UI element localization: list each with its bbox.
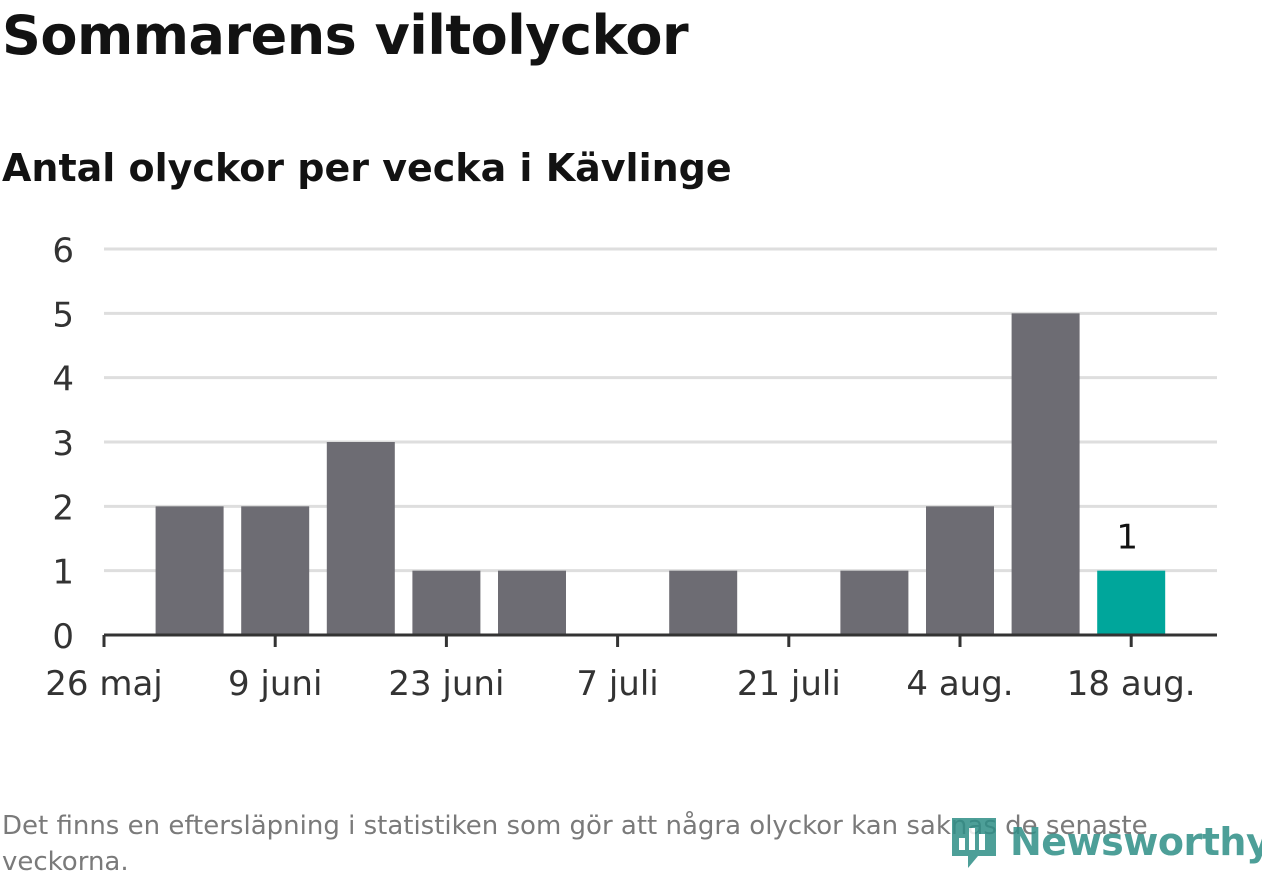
x-tick-label: 7 juli xyxy=(576,664,658,704)
logo-text: Newsworthy xyxy=(1010,820,1262,864)
y-tick-label: 2 xyxy=(52,488,74,528)
chart-bubble-icon xyxy=(952,818,996,868)
bar-11-aug- xyxy=(1011,313,1080,635)
data-labels: 1 xyxy=(1116,518,1138,558)
x-tick-label: 9 juni xyxy=(228,664,322,704)
y-tick-label: 0 xyxy=(52,617,74,657)
newsworthy-logo: Newsworthy xyxy=(948,814,1262,870)
bar-28-juli xyxy=(840,570,909,635)
chart-title: Sommarens viltolyckor xyxy=(2,4,689,67)
y-tick-label: 5 xyxy=(52,295,74,335)
bar-chart: 0 1 2 3 4 5 6 1 26 maj 9 juni 23 juni 7 juli 21 ju… xyxy=(45,231,1217,704)
bar-23-juni xyxy=(412,570,481,635)
x-axis xyxy=(102,633,1217,647)
data-label: 1 xyxy=(1116,518,1138,558)
bar-16-juni xyxy=(326,442,395,635)
bar-18-aug- xyxy=(1097,570,1166,635)
x-tick-label: 18 aug. xyxy=(1067,664,1196,704)
y-tick-label: 3 xyxy=(52,424,74,464)
x-axis-tick-labels: 26 maj 9 juni 23 juni 7 juli 21 juli 4 aug. 18… xyxy=(45,664,1195,704)
chart-subtitle: Antal olyckor per vecka i Kävlinge xyxy=(2,146,732,190)
bar-9-juni xyxy=(241,506,310,635)
x-tick-label: 26 maj xyxy=(45,664,162,704)
y-axis-tick-labels: 0 1 2 3 4 5 6 xyxy=(52,231,74,657)
y-tick-label: 1 xyxy=(52,553,74,593)
bar-30-juni xyxy=(498,570,566,635)
y-tick-label: 6 xyxy=(52,231,74,271)
bar-4-aug- xyxy=(926,506,994,635)
y-tick-label: 4 xyxy=(52,360,74,400)
x-tick-label: 23 juni xyxy=(388,664,504,704)
bar-14-juli xyxy=(669,570,738,635)
bar-2-juni xyxy=(155,506,224,635)
bars xyxy=(155,313,1166,635)
x-tick-label: 4 aug. xyxy=(906,664,1013,704)
x-tick-label: 21 juli xyxy=(737,664,841,704)
